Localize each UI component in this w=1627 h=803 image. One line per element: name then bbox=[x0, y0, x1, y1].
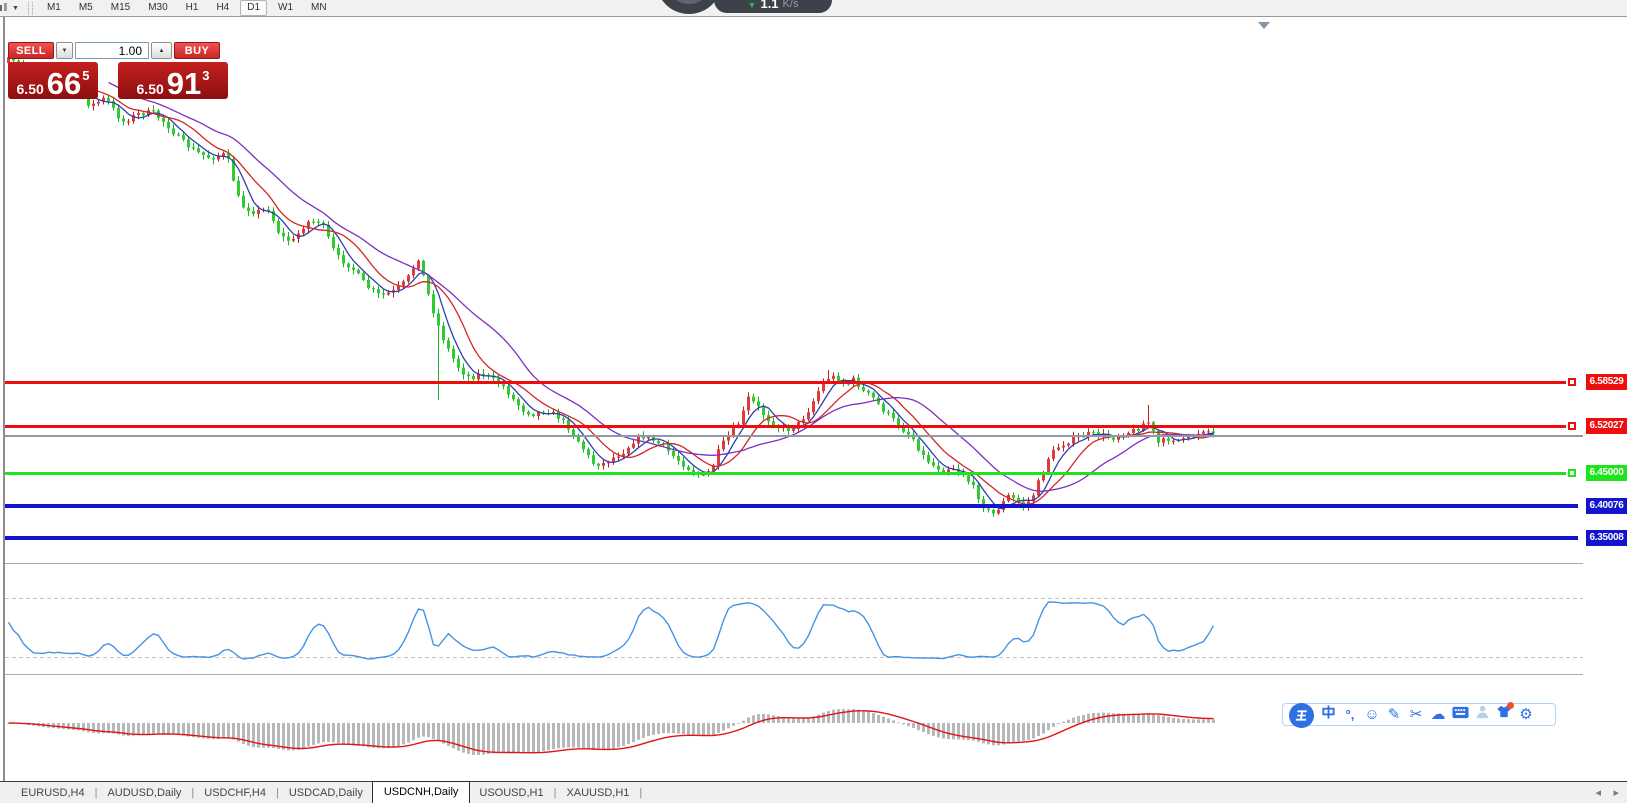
bid-price-line bbox=[5, 435, 1583, 437]
speed-monitor-pill[interactable]: ▼ 1.1 K/s bbox=[714, 0, 832, 13]
buy-button[interactable]: BUY bbox=[174, 42, 220, 59]
tab-xauusd-h1[interactable]: XAUUSD,H1 bbox=[566, 786, 630, 799]
timeframe-buttons: M1 M5 M15 M30 H1 H4 D1 W1 MN bbox=[38, 0, 336, 16]
timeframe-button-m5[interactable]: M5 bbox=[78, 2, 93, 13]
timeframe-button-m15[interactable]: M15 bbox=[110, 2, 131, 13]
timeframe-button-h4[interactable]: H4 bbox=[216, 2, 230, 13]
tab-usousd-h1[interactable]: USOUSD,H1 bbox=[479, 786, 544, 799]
chevron-down-icon[interactable]: ▼ bbox=[12, 4, 19, 12]
symbol-tabs: EURUSD,H4 | AUDUSD,Daily | USDCHF,H4 | USDCAD,… bbox=[12, 780, 643, 803]
horizontal-line-6.58529[interactable] bbox=[5, 381, 1566, 384]
tab-separator: | bbox=[553, 786, 557, 799]
chart-type-icon[interactable] bbox=[0, 2, 10, 14]
horizontal-line-6.45000[interactable] bbox=[5, 472, 1566, 475]
tab-separator: | bbox=[191, 786, 195, 799]
keyboard-icon[interactable] bbox=[1449, 704, 1471, 725]
ime-logo-icon[interactable] bbox=[1289, 703, 1314, 728]
tab-eurusd-h4[interactable]: EURUSD,H4 bbox=[21, 786, 85, 799]
timeframe-button-w1[interactable]: W1 bbox=[278, 2, 294, 13]
skin-icon[interactable] bbox=[1493, 702, 1515, 725]
ime-icons: °, ☺ ✎ ✂ ☁ ⚙ bbox=[1289, 702, 1537, 728]
scissors-icon[interactable]: ✂ bbox=[1409, 706, 1423, 723]
timeframe-button-h1[interactable]: H1 bbox=[185, 2, 199, 13]
line-handle[interactable] bbox=[1568, 469, 1576, 477]
punctuation-icon[interactable]: °, bbox=[1345, 707, 1355, 722]
line-handle[interactable] bbox=[1568, 378, 1576, 386]
price-label: 6.40076 bbox=[1586, 498, 1627, 514]
volume-input[interactable] bbox=[75, 42, 149, 59]
buy-price-pip: 3 bbox=[202, 68, 210, 83]
buy-price-prefix: 6.50 bbox=[136, 81, 164, 97]
sell-button[interactable]: SELL bbox=[8, 42, 54, 59]
line-handle[interactable] bbox=[1568, 422, 1576, 430]
price-label: 6.58529 bbox=[1586, 374, 1627, 390]
pencil-icon[interactable]: ✎ bbox=[1387, 706, 1401, 723]
tab-audusd-daily[interactable]: AUDUSD,Daily bbox=[107, 786, 182, 799]
collapse-triangle-icon[interactable] bbox=[1258, 22, 1270, 29]
toolbar-grip[interactable] bbox=[27, 1, 33, 15]
settings-icon[interactable]: ⚙ bbox=[1519, 706, 1533, 723]
sell-price-pip: 5 bbox=[82, 68, 90, 83]
cloud-icon[interactable]: ☁ bbox=[1430, 706, 1446, 723]
one-click-trade-panel: SELL ▼ ▲ BUY 6.50 66 5 6.50 91 3 bbox=[8, 42, 230, 99]
chinese-mode-icon[interactable] bbox=[1317, 704, 1339, 726]
speed-unit: K/s bbox=[782, 0, 799, 10]
price-label: 6.35008 bbox=[1586, 530, 1627, 546]
tab-separator: | bbox=[94, 786, 98, 799]
emoji-icon[interactable]: ☺ bbox=[1364, 706, 1380, 723]
gauge-arc bbox=[666, 0, 712, 4]
sell-price-big: 66 bbox=[46, 66, 82, 101]
horizontal-line-6.40076[interactable] bbox=[5, 504, 1578, 508]
ime-toolbar: °, ☺ ✎ ✂ ☁ ⚙ bbox=[1282, 702, 1556, 728]
sell-price-display[interactable]: 6.50 66 5 bbox=[8, 62, 98, 99]
buy-price-big: 91 bbox=[166, 66, 202, 101]
symbol-tab-bar: EURUSD,H4 | AUDUSD,Daily | USDCHF,H4 | USDCAD,… bbox=[0, 780, 1627, 803]
tabs-scroll-left-icon[interactable]: ◂ bbox=[1595, 787, 1601, 799]
volume-increase-button[interactable]: ▲ bbox=[151, 42, 172, 59]
volume-decrease-button[interactable]: ▼ bbox=[56, 42, 73, 59]
notification-dot bbox=[1507, 702, 1514, 709]
timeframe-button-mn[interactable]: MN bbox=[311, 2, 327, 13]
buy-price-display[interactable]: 6.50 91 3 bbox=[118, 62, 228, 99]
tab-separator: | bbox=[639, 786, 643, 799]
tab-separator: | bbox=[276, 786, 279, 799]
tab-usdcad-daily[interactable]: USDCAD,Daily bbox=[288, 786, 363, 799]
download-arrow-icon: ▼ bbox=[747, 0, 757, 10]
timeframe-button-m1[interactable]: M1 bbox=[46, 2, 61, 13]
tab-usdchf-h4[interactable]: USDCHF,H4 bbox=[204, 786, 266, 799]
timeframe-button-m30[interactable]: M30 bbox=[148, 2, 168, 13]
tabs-scroll-right-icon[interactable]: ▸ bbox=[1613, 787, 1619, 799]
speed-value: 1.1 bbox=[760, 0, 779, 11]
horizontal-line-6.52027[interactable] bbox=[5, 425, 1566, 428]
price-label: 6.45000 bbox=[1586, 465, 1627, 481]
horizontal-line-6.35008[interactable] bbox=[5, 536, 1578, 540]
user-icon[interactable] bbox=[1471, 704, 1493, 725]
tab-usdcnh-daily[interactable]: USDCNH,Daily bbox=[371, 780, 471, 803]
timeframe-button-d1[interactable]: D1 bbox=[240, 0, 268, 16]
sell-price-prefix: 6.50 bbox=[16, 81, 44, 97]
window-left-border bbox=[3, 17, 5, 781]
price-label: 6.52027 bbox=[1586, 418, 1627, 434]
